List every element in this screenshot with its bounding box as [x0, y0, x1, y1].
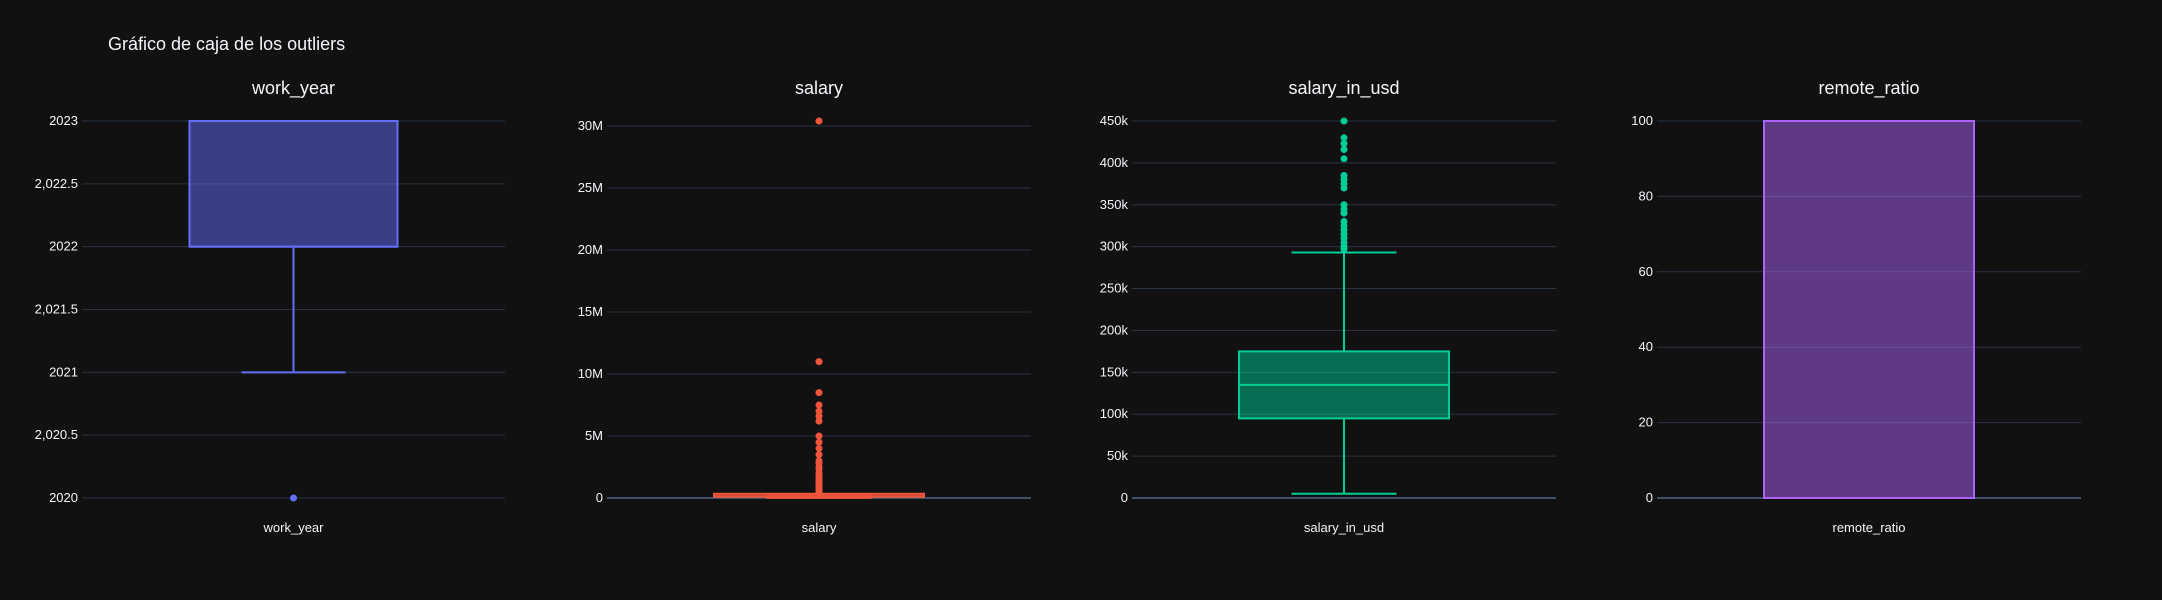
y-tick-label: 15M [578, 304, 603, 319]
subplot-title-remote_ratio: remote_ratio [1818, 78, 1919, 99]
y-tick-label: 2023 [49, 113, 78, 128]
subplot-remote_ratio: remote_ratio 0 20 40 60 80 100 remote_ratio [1631, 78, 2081, 535]
y-tick-label: 2020 [49, 490, 78, 505]
y-tick-label: 250k [1100, 281, 1129, 296]
y-tick-label: 300k [1100, 239, 1129, 254]
y-tick-label: 50k [1107, 448, 1128, 463]
outlier-point [815, 358, 823, 366]
y-tick-label: 150k [1100, 364, 1129, 379]
y-tick-label: 100k [1100, 406, 1129, 421]
outlier-point [1340, 209, 1348, 217]
y-tick-label: 80 [1639, 188, 1653, 203]
y-tick-label: 20M [578, 242, 603, 257]
box-iqr [188, 120, 399, 248]
subplot-work_year: work_year 2020 2,020.5 2021 2,021.5 2022 2,022… [35, 78, 505, 535]
y-tick-label: 400k [1100, 155, 1129, 170]
figure-title: Gráfico de caja de los outliers [108, 34, 345, 54]
outlier-point [1340, 117, 1348, 125]
y-tick-label: 40 [1639, 339, 1653, 354]
outlier-point [1340, 134, 1348, 142]
outlier-point [815, 401, 823, 409]
outlier-point [815, 407, 823, 415]
y-tick-label: 350k [1100, 197, 1129, 212]
outlier-point [290, 494, 297, 502]
subplot-title-salary_in_usd: salary_in_usd [1288, 78, 1399, 99]
y-tick-label: 200k [1100, 322, 1129, 337]
outlier-point [815, 389, 823, 397]
y-tick-label: 0 [1121, 490, 1128, 505]
outlier-point [815, 117, 823, 125]
outlier-point [815, 432, 823, 440]
outlier-point [1340, 155, 1348, 163]
x-category-label: work_year [263, 520, 325, 535]
subplot-salary: salary 0 5M 10M 15M 20M 25M 30M salary [578, 78, 1031, 535]
y-tick-label: 2021 [49, 364, 78, 379]
outlier-point [1340, 145, 1348, 153]
box-iqr [1763, 120, 1975, 499]
y-tick-label: 2,020.5 [35, 427, 78, 442]
outlier-point [815, 451, 823, 459]
subplot-panels: work_year 2020 2,020.5 2021 2,021.5 2022 2,022… [35, 78, 2081, 535]
subplot-title-work_year: work_year [251, 78, 335, 99]
y-tick-label: 100 [1631, 113, 1653, 128]
y-tick-label: 450k [1100, 113, 1129, 128]
subplot-title-salary: salary [795, 78, 843, 98]
y-tick-label: 2,022.5 [35, 176, 78, 191]
outlier-point [815, 417, 823, 425]
outlier-point [815, 490, 823, 498]
outlier-point [815, 444, 823, 452]
x-category-label: remote_ratio [1833, 520, 1906, 535]
outlier-point [1340, 140, 1348, 148]
x-category-label: salary [802, 520, 837, 535]
y-tick-label: 2,021.5 [35, 302, 78, 317]
y-tick-label: 20 [1639, 415, 1653, 430]
subplot-salary_in_usd: salary_in_usd 0 50k 100k 150k 200k 250k 300k 350… [1100, 78, 1556, 535]
y-tick-label: 10M [578, 366, 603, 381]
y-tick-label: 2022 [49, 239, 78, 254]
outlier-point [1340, 245, 1348, 253]
outlier-point [1340, 184, 1348, 192]
y-tick-label: 60 [1639, 264, 1653, 279]
x-category-label: salary_in_usd [1304, 520, 1384, 535]
y-tick-label: 5M [585, 428, 603, 443]
outlier-point [815, 412, 823, 420]
outlier-point [815, 438, 823, 446]
y-tick-label: 0 [1646, 490, 1653, 505]
y-tick-label: 25M [578, 180, 603, 195]
y-tick-label: 30M [578, 118, 603, 133]
y-tick-label: 0 [596, 490, 603, 505]
